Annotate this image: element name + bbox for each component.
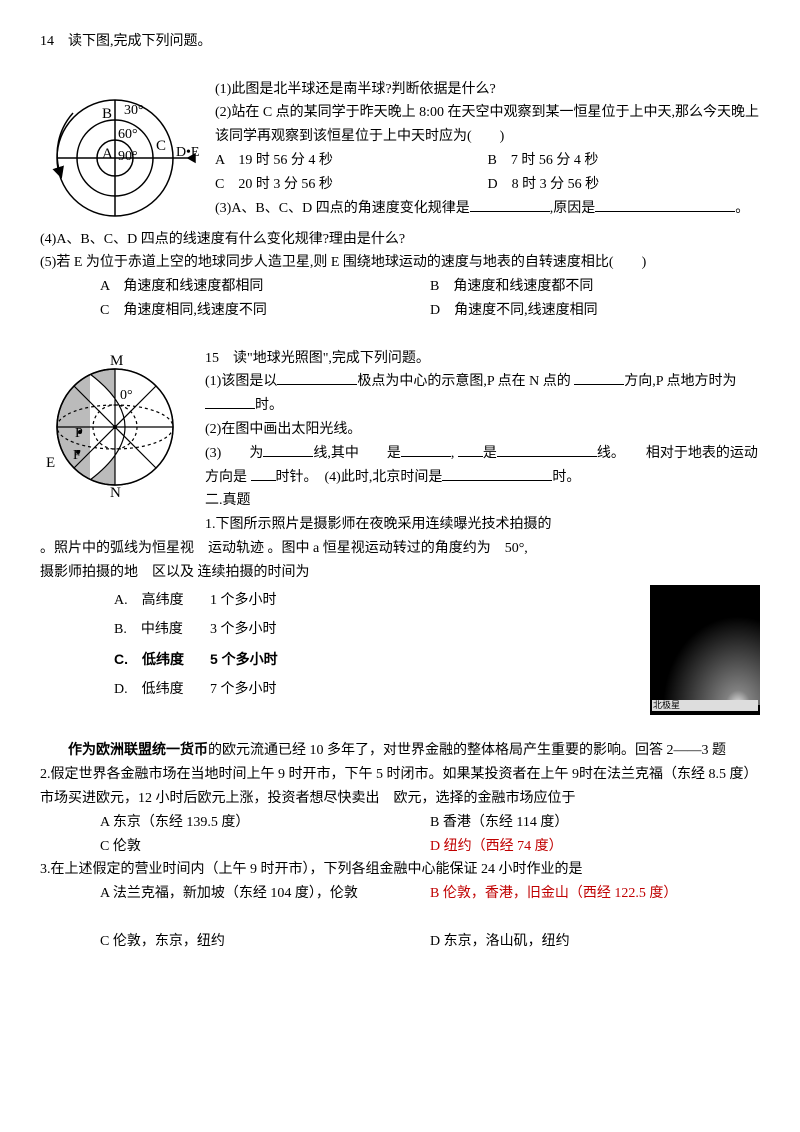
question-15: M P F E N 0° 15 读"地球光照图",完成下列问题。 (1)该图是以… — [40, 347, 760, 715]
euro-section: 作为欧洲联盟统一货币的欧元流通已经 10 多年了，对世界金融的整体格局产生重要的… — [40, 738, 760, 953]
q14-p3a: (3)A、B、C、D 四点的角速度变化规律是 — [215, 201, 470, 216]
star-trail-photo: 北极星 — [650, 585, 760, 715]
q14-o5C: C 角速度相同,线速度不同 — [100, 299, 430, 323]
q15-p1b: 极点为中心的示意图,P 点在 N 点的 — [357, 374, 570, 389]
svg-text:•E: •E — [186, 145, 199, 160]
q14-p3: (3)A、B、C、D 四点的角速度变化规律是 ,原因是 。 — [215, 197, 760, 221]
q1-stem3: 摄影师拍摄的地 区以及 连续拍摄的时间为 — [40, 561, 760, 585]
euro-q2: 2.假定世界各金融市场在当地时间上午 9 时开市，下午 5 时闭市。如果某投资者… — [40, 763, 760, 811]
svg-text:F: F — [73, 448, 81, 463]
q14-o5A: A 角速度和线速度都相同 — [100, 275, 430, 299]
q14-optB: B 7 时 56 分 4 秒 — [488, 149, 761, 173]
q14-optD: D 8 时 3 分 56 秒 — [488, 173, 761, 197]
q14-p2: (2)站在 C 点的某同学于昨天晚上 8:00 在天空中观察到某一恒星位于上中天… — [215, 101, 760, 149]
svg-text:90°: 90° — [118, 149, 138, 164]
q14-diagram: B 30° 60° A 90° C D •E — [40, 78, 200, 228]
euro-intro: 作为欧洲联盟统一货币的欧元流通已经 10 多年了，对世界金融的整体格局产生重要的… — [40, 738, 760, 763]
q14-p1: (1)此图是北半球还是南半球?判断依据是什么? — [215, 78, 760, 102]
q14-p3b: ,原因是 — [550, 201, 596, 216]
q14-text: (1)此图是北半球还是南半球?判断依据是什么? (2)站在 C 点的某同学于昨天… — [215, 78, 760, 221]
svg-text:N: N — [110, 485, 121, 501]
q3-D: D 东京，洛山矶，纽约 — [430, 930, 760, 954]
q14-o5D: D 角速度不同,线速度相同 — [430, 299, 760, 323]
q1-D2: 7 个多小时 — [198, 676, 290, 704]
photo-label: 北极星 — [652, 700, 758, 711]
q3-C: C 伦敦，东京，纽约 — [100, 930, 430, 954]
q2-D: D 纽约（西经 74 度） — [430, 835, 760, 859]
q1-C2: 5 个多小时 — [198, 646, 290, 674]
q15-p3b: 线,其中 是 — [313, 446, 401, 461]
svg-text:M: M — [110, 353, 123, 369]
q1-C1: C. 低纬度 — [102, 646, 196, 674]
q1-D1: D. 低纬度 — [102, 676, 196, 704]
q15-p3: (3) 为线,其中 是, 是线。 相对于地表的运动方向是 时针。 (4)此时,北… — [205, 442, 760, 490]
q15-text: 15 读"地球光照图",完成下列问题。 (1)该图是以 极点为中心的示意图,P 点… — [205, 347, 760, 537]
q15-p1d: 时。 — [255, 398, 283, 413]
q15-title: 15 读"地球光照图",完成下列问题。 — [205, 347, 760, 371]
svg-text:0°: 0° — [120, 388, 133, 403]
q15-p2: (2)在图中画出太阳光线。 — [205, 418, 760, 442]
svg-text:E: E — [46, 455, 55, 471]
svg-text:B: B — [102, 106, 112, 122]
euro-intro-bold: 作为欧洲联盟统一货币 — [68, 741, 208, 757]
q2-C: C 伦敦 — [100, 835, 430, 859]
q2-B: B 香港（东经 114 度） — [430, 811, 760, 835]
q14-p3c: 。 — [735, 201, 749, 216]
svg-text:C: C — [156, 138, 166, 154]
q2-A: A 东京（东经 139.5 度） — [100, 811, 430, 835]
q14-p5: (5)若 E 为位于赤道上空的地球同步人造卫星,则 E 围绕地球运动的速度与地表… — [40, 251, 760, 275]
q14-o5B: B 角速度和线速度都不同 — [430, 275, 760, 299]
question-14: 14 读下图,完成下列问题。 B 30° 60° A 90° — [40, 30, 760, 323]
q1-B1: B. 中纬度 — [102, 616, 196, 644]
q15-p1c: 方向,P 点地方时为 — [624, 374, 736, 389]
q3-A: A 法兰克福，新加坡（东经 104 度），伦敦 — [100, 882, 430, 906]
svg-text:A: A — [102, 146, 113, 162]
q14-optC: C 20 时 3 分 56 秒 — [215, 173, 488, 197]
svg-text:D: D — [176, 145, 186, 160]
euro-q3: 3.在上述假定的营业时间内（上午 9 时开市），下列各组金融中心能保证 24 小… — [40, 858, 760, 882]
q14-title: 14 读下图,完成下列问题。 — [40, 30, 760, 54]
section-2-header: 二.真题 — [205, 489, 760, 513]
q1-options: A. 高纬度1 个多小时 B. 中纬度3 个多小时 C. 低纬度5 个多小时 D… — [100, 585, 292, 706]
q14-optA: A 19 时 56 分 4 秒 — [215, 149, 488, 173]
svg-text:30°: 30° — [124, 103, 144, 118]
q1-stem2: 。照片中的弧线为恒星视 运动轨迹 。图中 a 恒星视运动转过的角度约为 50°, — [40, 537, 760, 561]
q15-p3a: (3) 为 — [205, 446, 263, 461]
svg-text:60°: 60° — [118, 127, 138, 142]
q15-p1a: (1)该图是以 — [205, 374, 277, 389]
q15-p3d: 是 — [483, 446, 497, 461]
q3-B: B 伦敦，香港，旧金山（西经 122.5 度） — [430, 882, 760, 906]
q15-p3g: 时。 — [552, 470, 580, 485]
q15-diagram: M P F E N 0° — [40, 347, 190, 502]
q15-p3c: , — [451, 446, 455, 461]
q14-p4: (4)A、B、C、D 四点的线速度有什么变化规律?理由是什么? — [40, 228, 760, 252]
q1-B2: 3 个多小时 — [198, 616, 290, 644]
q15-p3f: 时针。 (4)此时,北京时间是 — [276, 470, 443, 485]
q15-p1: (1)该图是以 极点为中心的示意图,P 点在 N 点的 方向,P 点地方时为时。 — [205, 370, 760, 418]
q1-stem1: 1.下图所示照片是摄影师在夜晚采用连续曝光技术拍摄的 — [205, 513, 760, 537]
q1-A2: 1 个多小时 — [198, 587, 290, 615]
euro-intro2: 的欧元流通已经 10 多年了，对世界金融的整体格局产生重要的影响。回答 2——3… — [208, 743, 726, 758]
q1-A1: A. 高纬度 — [102, 587, 196, 615]
